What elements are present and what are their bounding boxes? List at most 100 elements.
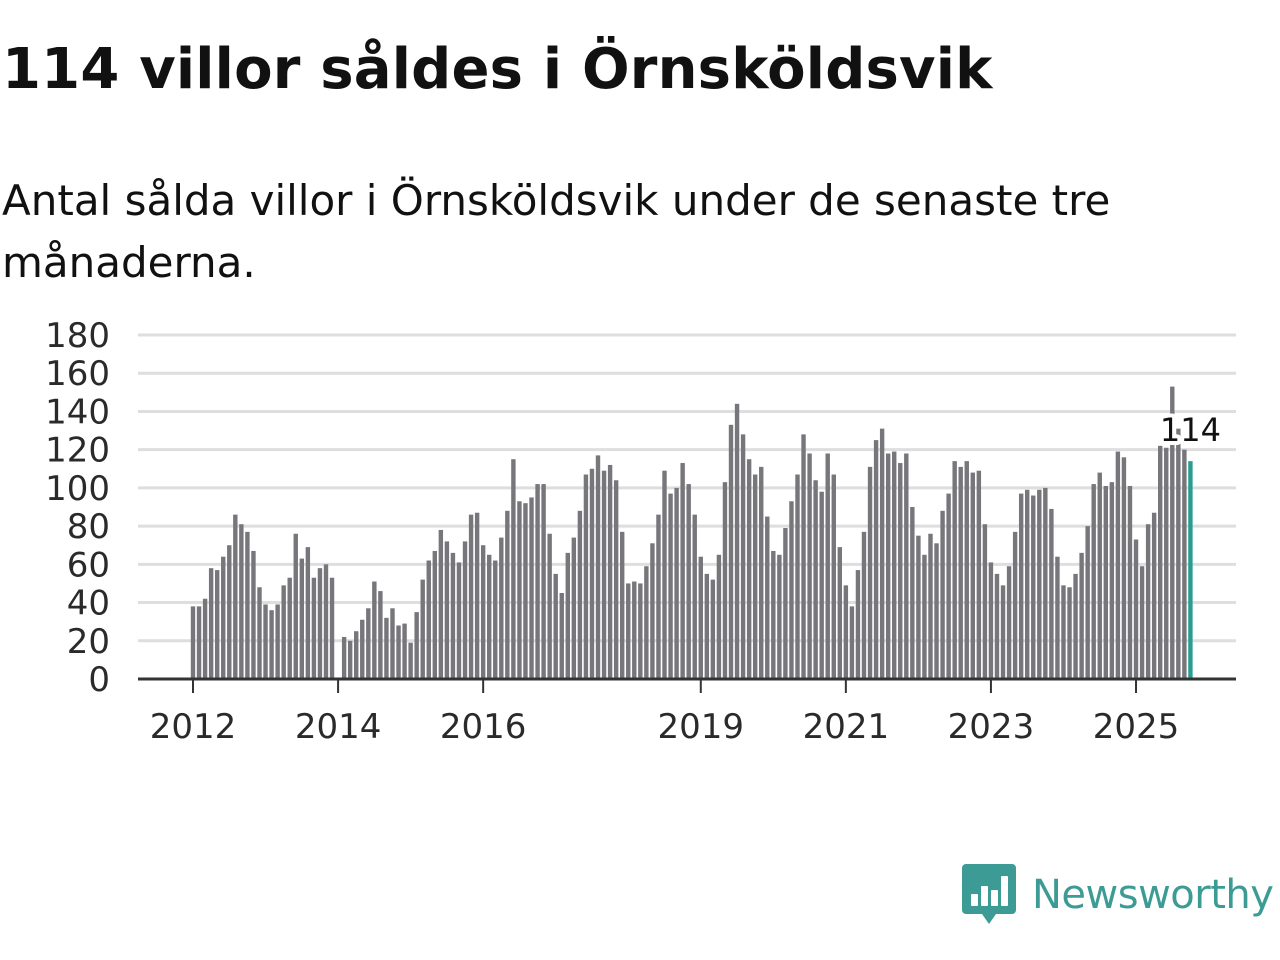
bar [1031,495,1036,679]
y-tick-label-20: 20 [67,622,110,662]
x-tick-label-2012: 2012 [150,707,237,747]
bar [529,497,534,679]
x-tick-label-2025: 2025 [1093,707,1180,747]
bar [910,507,915,679]
newsworthy-logo-text: Newsworthy [1032,872,1274,918]
bar [311,577,317,679]
bar [245,531,250,679]
bar [378,591,383,679]
bar [644,566,649,679]
bar [752,474,758,679]
bar [214,570,220,679]
bar [535,484,540,679]
bar [384,617,389,679]
bar [299,558,305,679]
bar [686,484,691,679]
bar [1012,531,1018,679]
bar [916,535,921,679]
bar [1097,472,1102,679]
bar [849,606,855,679]
y-tick-label-0: 0 [88,660,110,700]
bar [202,598,208,679]
bar [499,537,504,679]
bar [444,541,450,679]
bar [819,491,824,679]
bar [898,463,903,679]
bar [692,514,697,679]
bar [892,451,897,679]
x-tick-label-2021: 2021 [803,707,890,747]
bar [1055,556,1060,679]
bar [662,470,667,679]
bar [583,474,589,679]
bar [837,547,843,679]
newsworthy-logo: Newsworthy [962,864,1274,926]
bar [710,579,716,679]
bar [196,606,202,679]
bar-highlight [1188,461,1193,679]
bar [414,612,419,679]
bar [650,543,655,679]
bar [716,554,722,679]
bar [474,512,480,679]
bar [668,493,673,679]
bar [1176,428,1181,679]
bar [734,403,740,679]
bar [517,501,522,679]
bar [1139,566,1145,679]
bar [221,556,226,679]
bar [765,516,770,679]
bar [257,587,262,679]
bar [354,631,359,679]
bar [740,434,746,679]
bar [1133,539,1139,679]
bar [456,562,462,679]
bar [994,573,1000,679]
bar [970,472,975,679]
bar [613,480,619,679]
highlight-value-label: 114 [1160,411,1221,449]
bar [1115,451,1121,679]
bar [1103,485,1108,679]
bar [305,547,311,679]
y-tick-label-80: 80 [67,507,110,547]
bar [589,468,595,679]
bar [632,581,637,679]
bar [934,543,939,679]
bar [958,466,963,679]
bar [323,564,329,679]
bar [928,533,933,679]
bar [1109,482,1115,679]
bar [831,474,836,679]
bar [239,524,244,679]
bar [269,610,274,679]
x-tick-label-2014: 2014 [295,707,382,747]
bar [426,560,431,679]
bar [360,619,365,679]
bar [952,461,957,679]
y-tick-label-140: 140 [45,392,110,432]
bar [843,585,849,679]
bar [366,608,371,679]
bar [468,514,474,679]
bar [988,562,994,679]
bar [1151,512,1157,679]
bar [1182,449,1187,679]
bar [281,585,286,679]
bar [396,625,401,679]
bar [825,453,830,679]
chart-subtitle: Antal sålda villor i Örnsköldsvik under … [2,176,1111,287]
bar [402,623,407,679]
bar [1085,526,1090,679]
y-tick-label-180: 180 [45,316,110,356]
bar [480,545,486,679]
bar [1164,447,1169,679]
bar [1121,457,1127,679]
bar [801,434,806,679]
bar [329,577,335,679]
bar [275,604,280,679]
y-tick-label-160: 160 [45,354,110,394]
bar [263,604,268,679]
bar [293,533,298,679]
bar [571,537,577,679]
